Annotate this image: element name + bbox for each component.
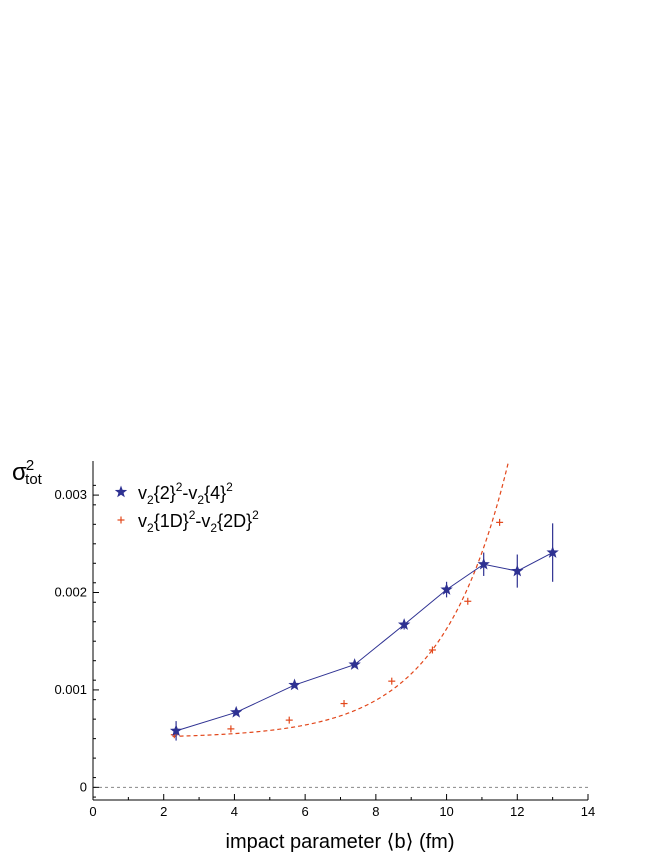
legend: v2{2}2-v2{4}2 v2{1D}2-v2{2D}2 [114,480,259,535]
x-tick-label: 12 [510,804,524,819]
series-1-point [169,724,183,737]
series-1-point [440,583,453,595]
legend-label-series-2: v2{1D}2-v2{2D}2 [138,508,259,535]
series-2-point [388,677,396,685]
series-1-point [397,618,411,630]
legend-plus [117,516,125,524]
legend-plus-marker [117,516,125,524]
x-tick-label: 14 [581,804,595,819]
y-tick-label: 0.001 [54,682,87,697]
series-1 [169,523,559,741]
y-axis-title: σ2 tot [12,457,43,488]
y-tick-label: 0 [80,779,87,794]
series-1-point [230,705,243,718]
series-1-point [288,678,301,691]
x-tick-label: 2 [160,804,167,819]
legend-label-series-1: v2{2}2-v2{4}2 [138,480,233,507]
series-1-point [348,658,361,670]
x-tick-label: 8 [372,804,379,819]
series-layer [169,461,559,741]
series-2-point [227,725,235,733]
legend-star-marker [114,485,128,498]
x-tick-label: 0 [89,804,96,819]
series-1-point [477,557,490,570]
x-axis-title: impact parameter ⟨b⟩ (fm) [226,831,455,853]
y-ticks: 0 0.001 0.002 0.003 [54,484,99,798]
x-ticks: 0 2 4 6 8 10 12 14 [89,794,595,819]
legend-item-series-1: v2{2}2-v2{4}2 [114,480,233,507]
series-2-point [464,597,472,605]
series-2-point [285,716,293,724]
series-1-point [546,546,559,558]
series-2-fit-curve [172,461,510,737]
y-tick-label: 0.003 [54,487,87,502]
series-1-line [175,552,553,732]
series-1-point [511,564,524,577]
legend-star [114,485,128,498]
series-2-point [496,518,504,526]
legend-item-series-2: v2{1D}2-v2{2D}2 [117,508,259,535]
x-tick-label: 10 [439,804,453,819]
series-2 [170,461,510,739]
series-2-point [340,700,348,708]
y-tick-label: 0.002 [54,585,87,600]
x-tick-label: 4 [231,804,238,819]
x-tick-label: 6 [302,804,309,819]
series-2-point [428,646,436,654]
